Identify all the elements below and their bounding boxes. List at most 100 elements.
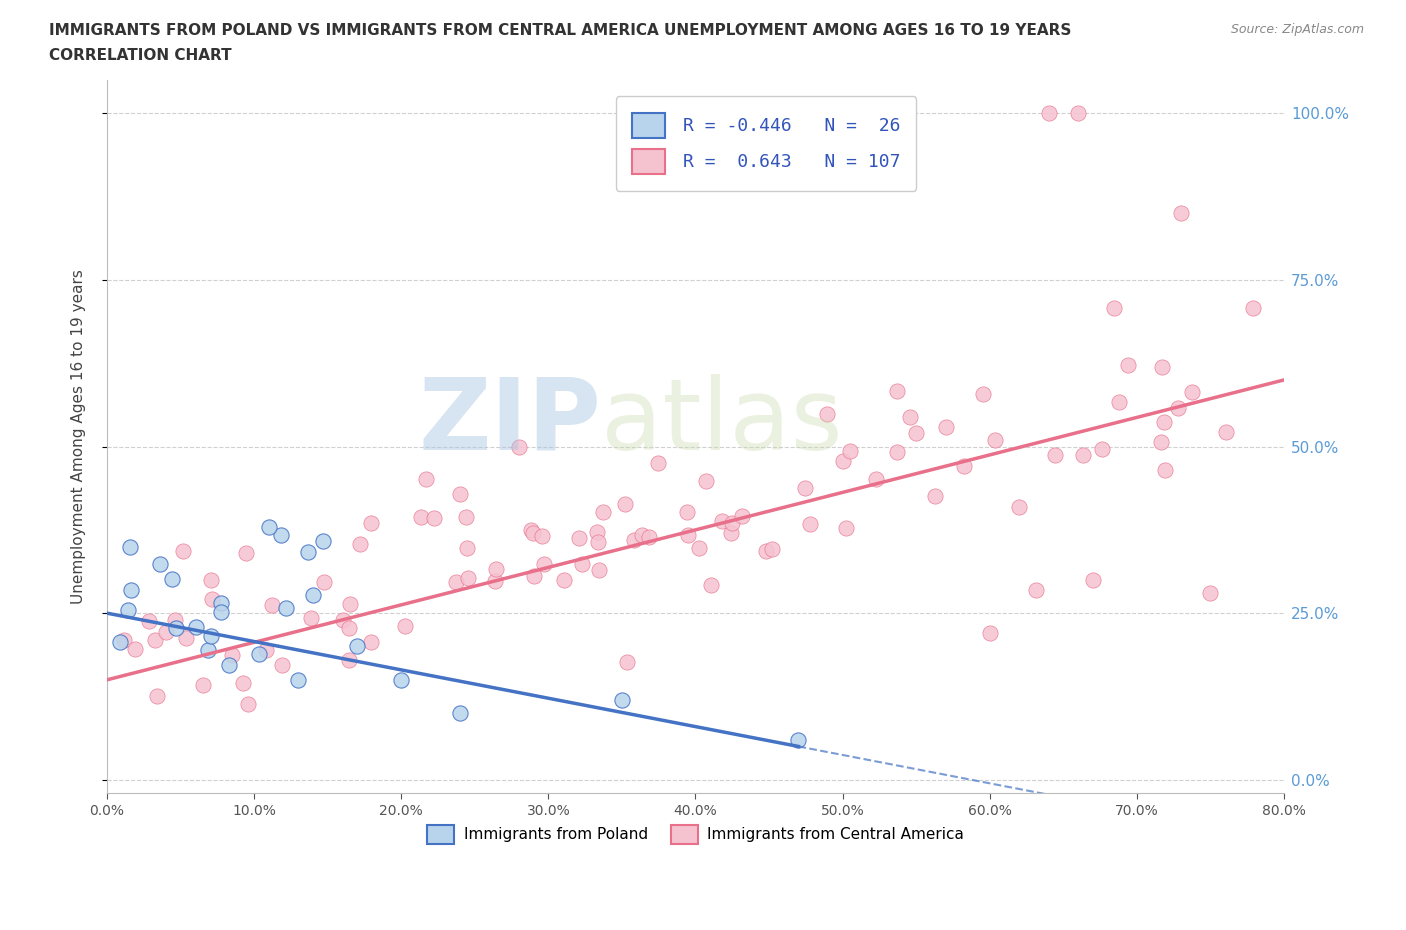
Point: [647, 456, 669, 471]
Point: [145, 688, 167, 703]
Point: [984, 432, 1007, 447]
Point: [143, 632, 166, 647]
Point: [616, 655, 638, 670]
Point: [155, 624, 177, 639]
Point: [1241, 300, 1264, 315]
Point: [337, 620, 360, 635]
Point: [695, 473, 717, 488]
Point: [905, 426, 928, 441]
Point: [1025, 582, 1047, 597]
Point: [787, 732, 810, 747]
Point: [1116, 358, 1139, 373]
Point: [1043, 448, 1066, 463]
Point: [209, 595, 232, 610]
Point: [1170, 206, 1192, 220]
Point: [108, 635, 131, 650]
Point: [120, 583, 142, 598]
Point: [456, 540, 478, 555]
Point: [446, 574, 468, 589]
Point: [201, 591, 224, 606]
Point: [1081, 573, 1104, 588]
Point: [200, 572, 222, 587]
Point: [1007, 499, 1029, 514]
Point: [720, 525, 742, 540]
Point: [531, 528, 554, 543]
Point: [449, 706, 471, 721]
Point: [118, 539, 141, 554]
Point: [592, 505, 614, 520]
Point: [389, 672, 412, 687]
Point: [1150, 359, 1173, 374]
Point: [586, 525, 609, 539]
Point: [865, 472, 887, 486]
Point: [163, 612, 186, 627]
Point: [1153, 462, 1175, 477]
Point: [1108, 395, 1130, 410]
Point: [571, 556, 593, 571]
Point: [117, 603, 139, 618]
Point: [484, 574, 506, 589]
Text: Source: ZipAtlas.com: Source: ZipAtlas.com: [1230, 23, 1364, 36]
Point: [799, 517, 821, 532]
Point: [247, 646, 270, 661]
Point: [238, 697, 260, 711]
Point: [174, 631, 197, 645]
Point: [523, 568, 546, 583]
Point: [979, 626, 1001, 641]
Point: [522, 525, 544, 540]
Text: ZIP: ZIP: [419, 374, 602, 471]
Point: [1181, 385, 1204, 400]
Point: [454, 509, 477, 524]
Point: [339, 597, 361, 612]
Point: [755, 543, 778, 558]
Point: [200, 629, 222, 644]
Point: [613, 497, 636, 512]
Y-axis label: Unemployment Among Ages 16 to 19 years: Unemployment Among Ages 16 to 19 years: [72, 269, 86, 604]
Point: [360, 516, 382, 531]
Point: [337, 652, 360, 667]
Point: [197, 643, 219, 658]
Point: [610, 692, 633, 707]
Point: [270, 527, 292, 542]
Point: [191, 678, 214, 693]
Point: [1150, 434, 1173, 449]
Point: [312, 534, 335, 549]
Point: [124, 642, 146, 657]
Point: [533, 557, 555, 572]
Point: [835, 520, 858, 535]
Point: [676, 504, 699, 519]
Point: [898, 409, 921, 424]
Point: [838, 444, 860, 458]
Point: [484, 562, 506, 577]
Point: [149, 556, 172, 571]
Text: CORRELATION CHART: CORRELATION CHART: [49, 48, 232, 63]
Point: [567, 531, 589, 546]
Point: [302, 588, 325, 603]
Point: [314, 575, 336, 590]
Point: [254, 643, 277, 658]
Point: [1071, 448, 1094, 463]
Point: [520, 523, 543, 538]
Point: [172, 543, 194, 558]
Point: [422, 511, 444, 525]
Point: [138, 614, 160, 629]
Point: [232, 675, 254, 690]
Point: [209, 604, 232, 619]
Point: [394, 618, 416, 633]
Point: [1199, 586, 1222, 601]
Point: [346, 639, 368, 654]
Point: [720, 515, 742, 530]
Point: [415, 472, 437, 486]
Point: [360, 635, 382, 650]
Point: [924, 489, 946, 504]
Point: [553, 572, 575, 587]
Point: [953, 458, 976, 473]
Point: [688, 540, 710, 555]
Point: [700, 578, 723, 592]
Point: [257, 519, 280, 534]
Point: [972, 386, 994, 401]
Point: [297, 545, 319, 560]
Point: [831, 454, 853, 469]
Point: [332, 613, 354, 628]
Point: [112, 632, 135, 647]
